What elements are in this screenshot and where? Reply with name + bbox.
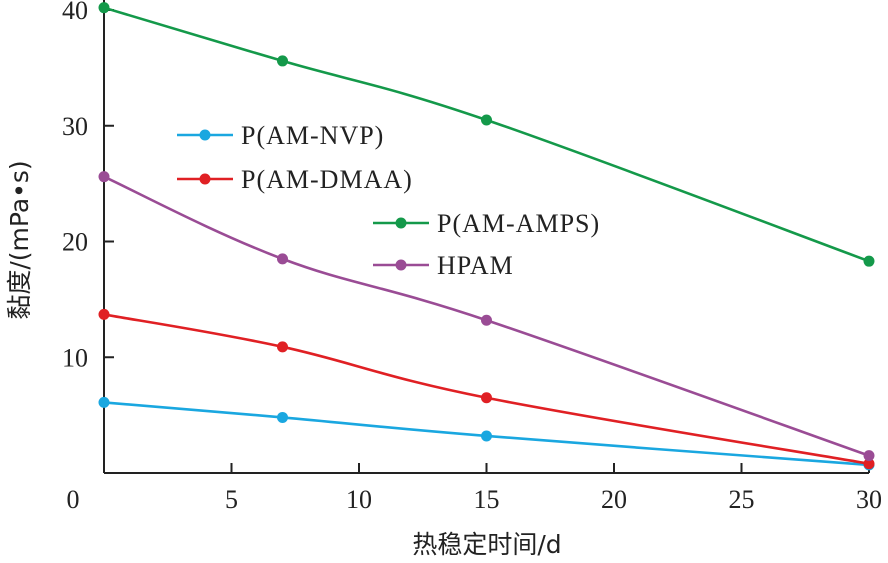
y-tick-label: 30 [62, 112, 88, 141]
legend-swatch-marker [199, 129, 211, 141]
data-point [98, 308, 110, 320]
legend-swatch-marker [395, 217, 407, 229]
x-tick-label: 20 [601, 485, 627, 514]
legend-label: P(AM-NVP) [241, 121, 384, 150]
x-axis-title: 热稳定时间/d [412, 530, 561, 559]
data-point [863, 450, 875, 462]
x-tick-label: 15 [474, 485, 500, 514]
data-point [277, 55, 288, 67]
x-tick-label: 30 [856, 485, 882, 514]
series-line [103, 313, 870, 466]
data-point [277, 411, 288, 423]
data-point [98, 171, 110, 183]
data-point [863, 458, 875, 470]
data-point [277, 341, 288, 353]
series-3 [98, 171, 875, 462]
data-point [98, 396, 110, 408]
data-point [863, 255, 875, 267]
series-line [103, 401, 870, 467]
legend-entry: P(AM-DMAA) [177, 165, 413, 194]
data-point [98, 2, 110, 14]
x-tick-label: 25 [729, 485, 755, 514]
series-line [103, 175, 870, 457]
data-point [481, 314, 492, 326]
legend-entry: P(AM-NVP) [177, 121, 384, 150]
legend: P(AM-NVP) P(AM-DMAA) P(AM-AMPS) HPAM [177, 121, 600, 280]
legend-label: P(AM-DMAA) [241, 165, 413, 194]
legend-label: P(AM-AMPS) [437, 209, 600, 238]
series-2 [98, 2, 875, 267]
legend-swatch-marker [395, 259, 407, 271]
legend-label: HPAM [437, 251, 514, 280]
data-point [481, 114, 492, 126]
y-tick-label: 10 [62, 343, 88, 372]
series-line [103, 6, 870, 263]
series-0 [98, 396, 875, 471]
y-axis-title: 黏度/(mPa•s) [5, 160, 34, 319]
x-tick-label: 0 [67, 485, 80, 514]
data-point [481, 392, 492, 404]
legend-entry: HPAM [373, 251, 514, 280]
y-tick-label: 40 [62, 0, 88, 25]
data-point [481, 430, 492, 442]
legend-swatch-marker [199, 173, 211, 185]
x-tick-label: 5 [225, 485, 238, 514]
y-tick-label: 20 [62, 228, 88, 257]
data-point [277, 253, 288, 265]
series-1 [98, 308, 875, 470]
x-tick-label: 10 [346, 485, 372, 514]
legend-entry: P(AM-AMPS) [373, 209, 600, 238]
series-lines [98, 2, 875, 471]
